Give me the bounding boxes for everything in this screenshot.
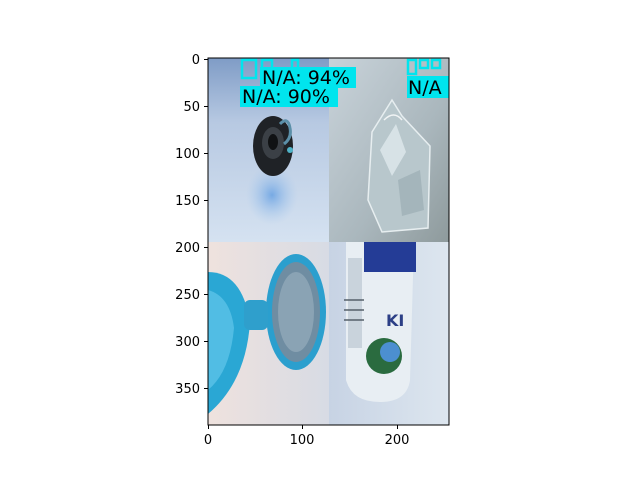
svg-text:KI: KI [386, 311, 404, 330]
y-tick-label: 300 [175, 335, 200, 350]
detection-label-bg [260, 67, 356, 88]
axes: 0 100 200 0 50 100 150 200 250 300 350 [175, 53, 450, 448]
detection-label-bg [407, 76, 449, 98]
detection-label-bg [240, 86, 338, 107]
y-tick-label: 0 [192, 53, 200, 68]
detection-box [418, 58, 430, 70]
y-tick-label: 100 [175, 147, 200, 162]
detection-label: N/A: 94% [262, 67, 350, 89]
detection-overlays: N/A: 94% N/A: 90% N/A [240, 58, 449, 108]
y-tick-label: 150 [175, 194, 200, 209]
y-tick-label: 50 [183, 100, 200, 115]
detection-box [240, 58, 258, 80]
x-tick-label: 200 [385, 433, 410, 448]
y-tick-label: 250 [175, 288, 200, 303]
x-tick-label: 100 [290, 433, 315, 448]
tile-bottom-right: KI [329, 242, 449, 425]
detection-label: N/A [408, 77, 442, 99]
x-tick-label: 0 [204, 433, 212, 448]
detection-box [406, 58, 418, 76]
y-tick-label: 350 [175, 382, 200, 397]
axes-frame [207, 57, 450, 426]
detection-label: N/A: 90% [242, 86, 330, 108]
detection-box [430, 58, 442, 70]
tile-bottom-left [208, 242, 329, 425]
y-tick-label: 200 [175, 241, 200, 256]
